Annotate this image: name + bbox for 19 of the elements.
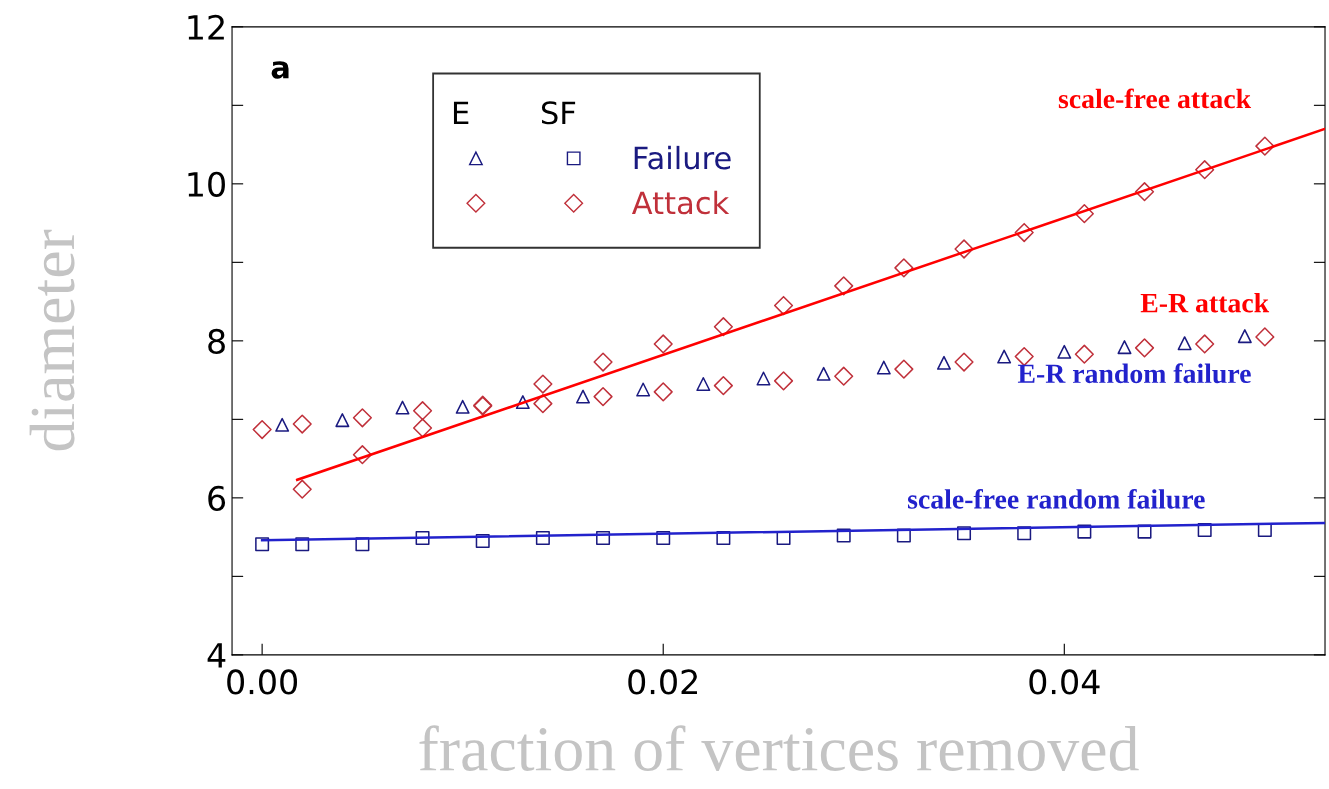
annotation: scale-free random failure [907,488,1205,509]
x-tick-label: 0.00 [227,669,298,695]
y-tick-label: 10 [188,171,225,197]
legend-label: Failure [634,145,731,170]
y-tick-label: 12 [188,14,224,40]
annotation: scale-free attack [1058,88,1252,109]
x-axis-title: fraction of vertices removed [419,725,1139,771]
x-tick-label: 0.02 [628,669,697,695]
annotation: a [271,61,289,79]
y-tick-label: 8 [208,328,225,354]
annotation: E-R random failure [1017,363,1251,384]
annotation: E [453,101,469,124]
y-axis-title: diameter [29,229,75,451]
y-tick-label: 6 [208,485,226,511]
y-tick-label: 4 [207,643,226,668]
x-tick-label: 0.04 [1029,669,1100,695]
annotation: SF [541,101,576,125]
annotation: E-R attack [1140,292,1270,313]
legend-label: Attack [631,190,730,215]
